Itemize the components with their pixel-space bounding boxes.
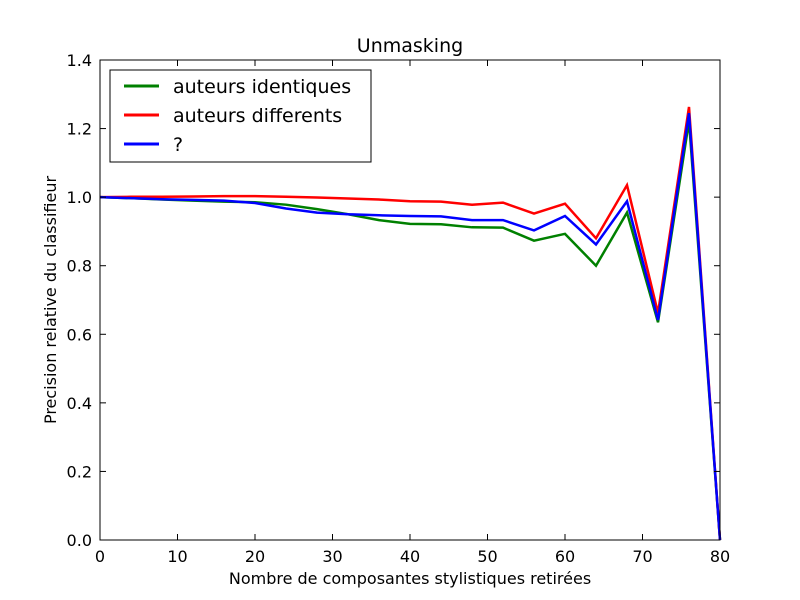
y-tick-label: 1.2 — [67, 120, 92, 139]
series-line-auteurs-differents — [99, 106, 722, 541]
legend: auteurs identiques auteurs differents ? — [109, 69, 372, 163]
x-tick-label: 20 — [245, 547, 265, 566]
x-tick-label: 60 — [555, 547, 575, 566]
y-axis-label: Precision relative du classifieur — [41, 176, 60, 425]
y-tick-label: 0.0 — [67, 531, 92, 550]
legend-label-auteurs-identiques: auteurs identiques — [173, 76, 351, 98]
chart-title: Unmasking — [357, 35, 463, 57]
x-tick-label: 40 — [400, 547, 420, 566]
y-tick-label: 0.8 — [67, 257, 92, 276]
y-tick-label: 1.4 — [67, 51, 92, 70]
x-tick-label: 10 — [167, 547, 187, 566]
y-tick-label: 0.6 — [67, 325, 92, 344]
x-tick-label: 0 — [95, 547, 105, 566]
x-tick-label: 70 — [632, 547, 652, 566]
legend-label-auteurs-differents: auteurs differents — [173, 105, 342, 127]
series-layer — [99, 106, 722, 541]
legend-label-unknown: ? — [173, 134, 183, 156]
y-tick-label: 0.2 — [67, 462, 92, 481]
x-tick-label: 30 — [322, 547, 342, 566]
x-axis-label: Nombre de composantes stylistiques retir… — [229, 569, 591, 588]
tick-layer: 0 10 20 30 40 50 60 70 80 0.0 0.2 0.4 0.6 0.8 1.0 1.2 1.… — [67, 51, 731, 566]
y-tick-label: 0.4 — [67, 394, 92, 413]
y-tick-label: 1.0 — [67, 188, 92, 207]
x-tick-label: 50 — [477, 547, 497, 566]
x-tick-label: 80 — [710, 547, 730, 566]
series-line-unknown — [99, 112, 722, 541]
